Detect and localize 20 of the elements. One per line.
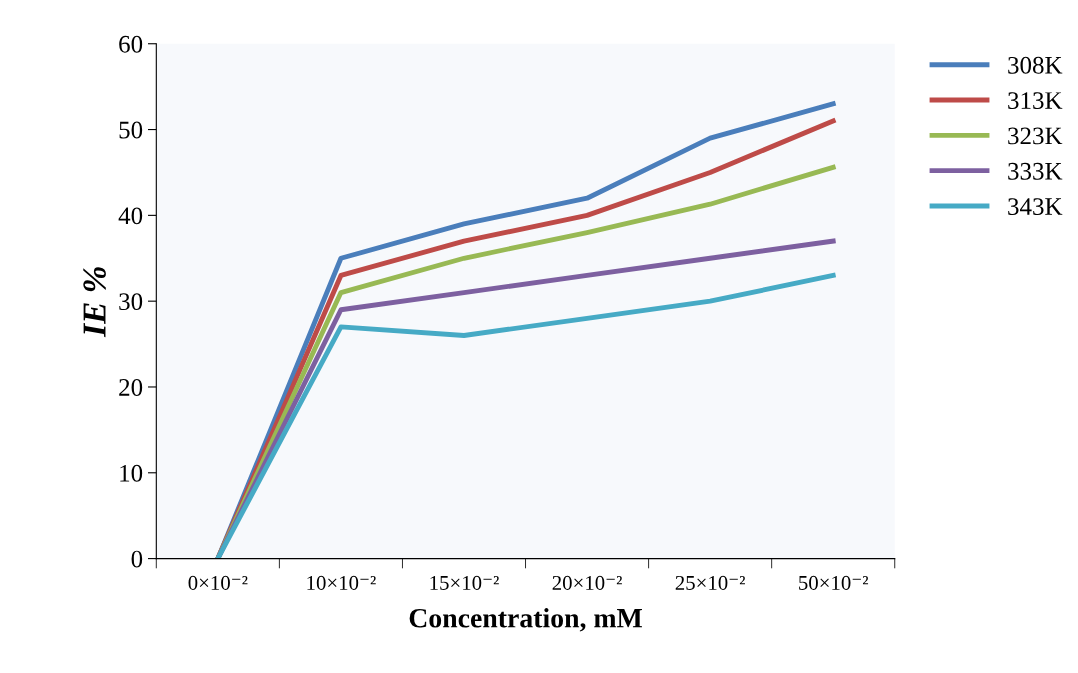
- legend-label: 343K: [1008, 198, 1063, 215]
- legend-label: 333K: [1008, 162, 1063, 180]
- y-tick-label: 0: [131, 550, 143, 568]
- legend-label: 323K: [1008, 127, 1063, 145]
- legend-label: 313K: [1008, 92, 1063, 110]
- y-axis-title: IE %: [83, 267, 106, 338]
- y-tick-label: 40: [118, 207, 143, 225]
- y-tick-label: 20: [119, 379, 143, 396]
- x-axis-title: Concentration, mM: [409, 608, 642, 632]
- y-tick-label: 60: [119, 35, 143, 53]
- y-tick-label: 10: [120, 464, 143, 482]
- x-tick-label: 50×10⁻²: [799, 575, 869, 590]
- x-tick-label: 10×10⁻²: [307, 575, 376, 590]
- x-tick-label: 15×10⁻²: [430, 575, 499, 590]
- y-tick-label: 30: [119, 293, 143, 311]
- x-tick-label: 0×10⁻²: [188, 575, 248, 590]
- y-tick-label: 50: [119, 121, 143, 139]
- x-tick-label: 25×10⁻²: [675, 575, 745, 590]
- legend-label: 308K: [1008, 56, 1063, 74]
- x-tick-label: 20×10⁻²: [552, 575, 622, 590]
